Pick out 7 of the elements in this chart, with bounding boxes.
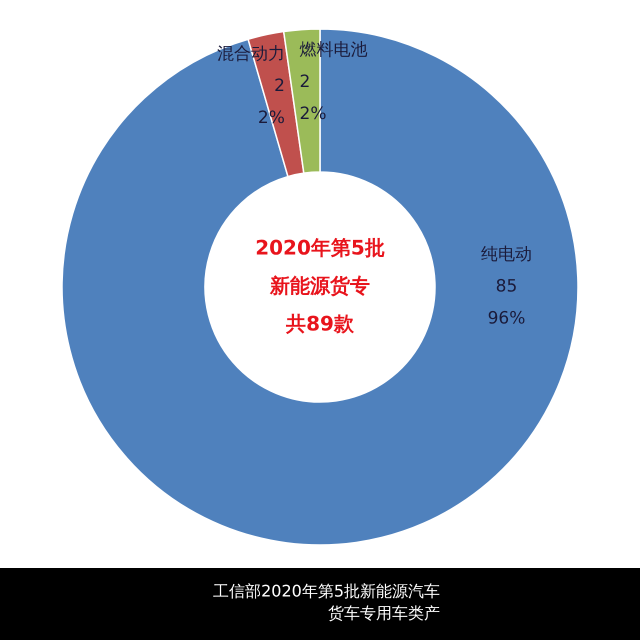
text: 工信部2020年第5批新能源汽车货车专用车类产 xyxy=(213,581,440,622)
data-label: 85 96% xyxy=(488,276,526,329)
text: 2020年第5批新能源货专 xyxy=(255,235,385,298)
data-label: 2 2% xyxy=(258,76,285,128)
donut-slice xyxy=(61,28,579,546)
text: 共89款 xyxy=(285,311,355,336)
slice-label: 纯电动 xyxy=(481,244,532,265)
